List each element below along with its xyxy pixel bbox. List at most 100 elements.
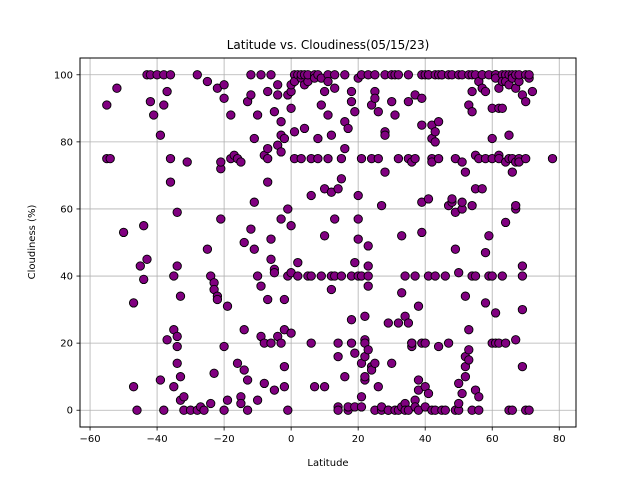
data-point xyxy=(192,70,202,80)
data-point xyxy=(363,281,373,291)
data-point xyxy=(373,153,383,164)
data-point xyxy=(390,110,400,120)
data-point xyxy=(353,214,363,224)
data-point xyxy=(477,184,487,194)
data-point xyxy=(323,110,333,120)
data-point xyxy=(216,214,226,224)
data-point xyxy=(474,405,484,415)
data-point xyxy=(112,83,122,93)
data-point xyxy=(507,405,517,415)
data-point xyxy=(236,398,246,409)
data-point xyxy=(356,392,367,402)
data-point xyxy=(182,157,192,167)
x-tick-label: −60 xyxy=(79,434,100,445)
data-point xyxy=(336,153,347,164)
data-point xyxy=(128,298,139,308)
data-point xyxy=(387,96,397,107)
data-point xyxy=(350,257,360,268)
data-point xyxy=(209,368,219,378)
data-point xyxy=(155,130,166,140)
data-point xyxy=(296,153,306,164)
data-point xyxy=(393,70,404,80)
data-point xyxy=(420,338,430,348)
data-point xyxy=(162,335,172,345)
data-point xyxy=(259,378,269,389)
data-point xyxy=(433,153,444,164)
y-axis-label: Cloudiness (%) xyxy=(27,205,38,280)
data-point xyxy=(249,197,259,207)
data-point xyxy=(517,271,528,281)
data-point xyxy=(397,231,407,241)
data-point xyxy=(169,271,179,281)
data-point xyxy=(145,96,156,107)
data-point xyxy=(222,395,233,405)
data-point xyxy=(172,341,182,352)
data-point xyxy=(430,127,440,137)
data-point xyxy=(487,133,497,144)
data-point xyxy=(266,254,276,264)
data-point xyxy=(457,157,467,167)
data-point xyxy=(353,234,363,244)
data-point xyxy=(470,271,481,281)
data-point xyxy=(326,130,337,140)
data-point xyxy=(440,405,450,415)
data-point xyxy=(417,93,427,103)
data-point xyxy=(467,200,477,211)
data-point xyxy=(353,190,363,201)
data-point xyxy=(286,328,296,338)
data-point xyxy=(430,271,440,281)
data-point xyxy=(423,388,434,399)
data-point xyxy=(219,93,229,103)
data-point xyxy=(252,110,263,120)
data-point xyxy=(172,207,182,217)
data-point xyxy=(175,372,186,382)
data-point xyxy=(343,123,353,134)
data-point xyxy=(460,167,471,177)
data-point xyxy=(202,76,213,87)
data-point xyxy=(497,271,507,281)
data-point xyxy=(306,271,316,281)
data-point xyxy=(179,392,189,402)
data-point xyxy=(306,190,316,201)
data-point xyxy=(487,271,497,281)
x-axis-label: Latitude xyxy=(307,458,348,469)
chart-title: Latitude vs. Cloudiness(05/15/23) xyxy=(227,38,430,52)
data-point xyxy=(242,375,253,385)
data-point xyxy=(219,341,229,352)
data-point xyxy=(333,351,343,362)
data-point xyxy=(346,96,357,107)
data-point xyxy=(139,274,149,285)
data-point xyxy=(413,375,424,385)
data-point xyxy=(105,153,115,164)
data-point xyxy=(480,298,491,308)
data-point xyxy=(363,345,373,355)
data-point xyxy=(293,257,303,268)
x-axis-ticks: −60 −40 −20 0 20 40 60 80 xyxy=(79,427,566,445)
data-point xyxy=(273,90,283,100)
data-point xyxy=(507,167,517,177)
data-point xyxy=(132,405,142,415)
data-point xyxy=(266,234,276,244)
data-point xyxy=(226,110,236,120)
data-point xyxy=(279,294,290,305)
data-point xyxy=(199,405,209,415)
data-point xyxy=(497,103,507,113)
data-point xyxy=(413,301,424,311)
data-point xyxy=(323,153,333,164)
data-point xyxy=(279,361,290,372)
data-point xyxy=(346,86,357,97)
data-point xyxy=(397,288,407,298)
data-point xyxy=(340,372,350,382)
data-point xyxy=(467,107,477,117)
data-point xyxy=(175,291,186,301)
data-point xyxy=(172,358,182,368)
data-point xyxy=(464,355,474,365)
data-point xyxy=(266,70,276,80)
y-tick-label: 20 xyxy=(60,339,73,350)
data-point xyxy=(370,93,380,103)
data-point xyxy=(524,70,534,80)
data-point xyxy=(159,405,169,415)
data-point xyxy=(430,137,440,147)
data-point xyxy=(313,153,323,164)
data-point xyxy=(447,194,457,204)
